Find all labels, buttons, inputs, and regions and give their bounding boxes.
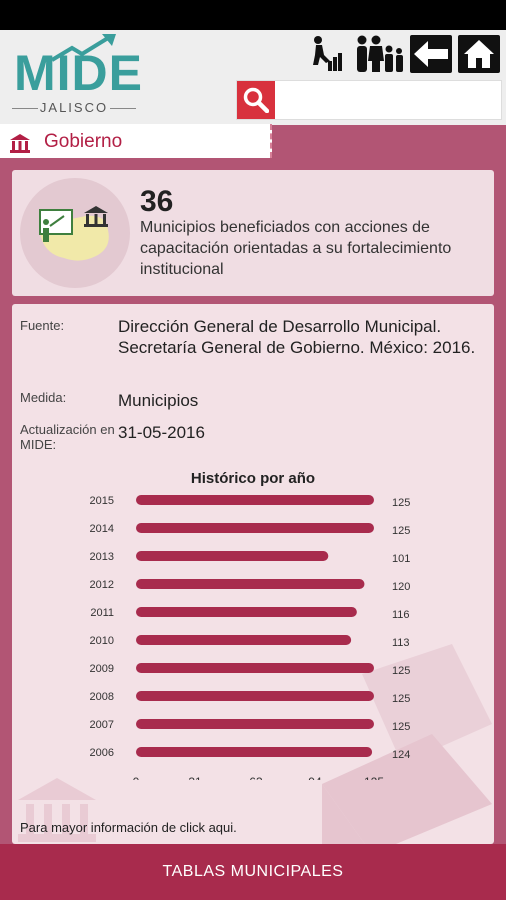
year-bar (136, 663, 374, 673)
municipal-tables-button[interactable]: TABLAS MUNICIPALES (0, 844, 506, 900)
logo-subtitle: JALISCO (10, 100, 138, 115)
x-tick-label: 0 (133, 775, 140, 780)
year-label: 2008 (90, 691, 114, 703)
value-label: 125 (392, 721, 410, 733)
year-bar (136, 719, 374, 729)
government-building-icon (10, 134, 30, 153)
indicator-description: Municipios beneficiados con acciones de … (140, 219, 452, 278)
growth-arrow-icon (50, 34, 116, 62)
tab-label: Gobierno (44, 131, 123, 152)
value-label: 125 (392, 497, 410, 509)
value-label: 125 (392, 525, 410, 537)
x-tick-label: 63 (249, 775, 263, 780)
year-label: 2015 (90, 495, 114, 507)
measure-label: Medida: (20, 390, 67, 405)
update-value: 31-05-2016 (118, 423, 205, 442)
value-label: 116 (392, 609, 410, 621)
value-label: 124 (392, 749, 410, 761)
value-label: 125 (392, 693, 410, 705)
value-label: 101 (392, 553, 410, 565)
year-label: 2014 (90, 523, 114, 535)
chart-title: Histórico por año (190, 470, 316, 487)
year-bar (136, 691, 374, 701)
value-label: 125 (392, 665, 410, 677)
tab-gobierno[interactable]: Gobierno (0, 124, 272, 158)
year-bar (136, 747, 373, 757)
year-label: 2012 (90, 579, 114, 591)
indicator-illustration (20, 178, 130, 288)
x-tick-label: 125 (364, 775, 384, 780)
year-bar (136, 551, 329, 561)
x-tick-label: 94 (308, 775, 322, 780)
status-bar (0, 0, 506, 30)
institution-icon (84, 206, 108, 227)
value-label: 113 (392, 637, 410, 649)
year-bar (136, 579, 365, 589)
source-label: Fuente: (20, 318, 65, 333)
measure-value: Municipios (118, 391, 199, 410)
year-label: 2011 (90, 607, 114, 619)
year-bar (136, 523, 374, 533)
indicator-value: 36 (140, 185, 174, 218)
back-button[interactable] (410, 35, 452, 73)
details-panel: Fuente: Dirección General de Desarrollo … (12, 304, 494, 844)
year-label: 2009 (90, 663, 114, 675)
year-bar (136, 635, 352, 645)
update-label: Actualización en MIDE: (20, 422, 115, 452)
search-bar (236, 80, 502, 120)
year-bar (136, 607, 357, 617)
x-tick-label: 31 (188, 775, 202, 780)
history-bar-chart: 2015 125 2014 125 2013 101 2012 120 2011 116 2010 1… (90, 495, 410, 780)
municipal-tables-label: TABLAS MUNICIPALES (162, 863, 344, 880)
mide-logo[interactable]: MIDE JALISCO (10, 34, 145, 120)
year-label: 2013 (90, 551, 114, 563)
header-icon-bar (308, 34, 500, 74)
source-value: Dirección General de Desarrollo Municipa… (118, 317, 476, 357)
family-icon[interactable] (350, 35, 404, 73)
value-label: 120 (392, 581, 410, 593)
back-arrow-icon (414, 41, 448, 67)
year-label: 2010 (90, 635, 114, 647)
home-icon (464, 40, 494, 68)
year-bar (136, 495, 374, 505)
search-icon (243, 87, 269, 113)
search-input[interactable] (277, 81, 501, 119)
progress-person-icon[interactable] (308, 35, 344, 73)
logo-main: MIDE (14, 45, 143, 101)
more-info-link[interactable]: Para mayor información de click aqui. (20, 820, 237, 835)
home-button[interactable] (458, 35, 500, 73)
search-button[interactable] (237, 81, 275, 119)
year-label: 2007 (90, 719, 114, 731)
year-label: 2006 (90, 747, 114, 759)
logo-text: MIDE (14, 48, 143, 98)
